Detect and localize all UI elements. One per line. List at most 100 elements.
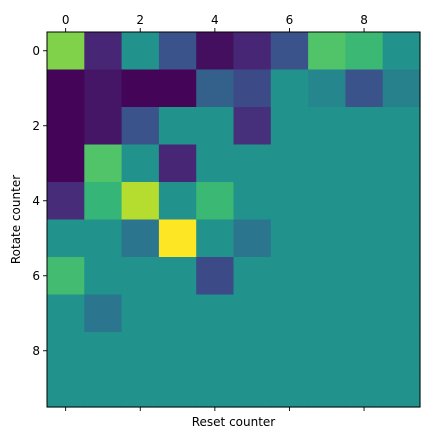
heatmap-cell-3-1 <box>84 144 123 183</box>
heatmap-cell-3-9 <box>382 144 421 183</box>
heatmap-cell-1-6 <box>270 69 309 108</box>
heatmap-cell-3-3 <box>158 144 197 183</box>
heatmap-cell-2-1 <box>84 107 123 146</box>
heatmap-cell-8-6 <box>270 332 309 371</box>
heatmap-cell-6-2 <box>121 257 160 296</box>
y-tick-label-4: 4 <box>32 194 40 208</box>
heatmap-cell-8-8 <box>345 332 384 371</box>
heatmap-cell-8-0 <box>47 332 85 371</box>
heatmap-cell-0-4 <box>196 32 235 71</box>
plot-frame <box>46 31 421 408</box>
heatmap-cell-6-3 <box>158 257 197 296</box>
heatmap-cell-6-4 <box>196 257 235 296</box>
heatmap-cell-6-6 <box>270 257 309 296</box>
heatmap-cell-7-2 <box>121 294 160 333</box>
heatmap-cell-5-3 <box>158 219 197 258</box>
heatmap-cell-2-9 <box>382 107 421 146</box>
heatmap-cell-7-7 <box>308 294 346 333</box>
heatmap-cell-1-8 <box>345 69 384 108</box>
heatmap-cell-6-8 <box>345 257 384 296</box>
heatmap-cells <box>47 32 421 408</box>
heatmap-cell-7-4 <box>196 294 235 333</box>
heatmap-cell-6-7 <box>308 257 346 296</box>
heatmap-cell-3-8 <box>345 144 384 183</box>
heatmap-cell-5-4 <box>196 219 235 258</box>
heatmap-cell-3-5 <box>233 144 272 183</box>
heatmap-cell-0-1 <box>84 32 123 71</box>
axis-ticks: 0 2 4 6 8 0 2 4 6 8 <box>32 13 368 411</box>
heatmap-cell-0-7 <box>308 32 346 71</box>
heatmap-cell-9-5 <box>233 369 272 408</box>
heatmap-cell-3-2 <box>121 144 160 183</box>
heatmap-cell-0-8 <box>345 32 384 71</box>
heatmap-cell-2-2 <box>121 107 160 146</box>
heatmap-cell-4-6 <box>270 182 309 221</box>
heatmap-cell-2-7 <box>308 107 346 146</box>
x-tick-label-6: 6 <box>286 13 294 27</box>
heatmap-cell-9-1 <box>84 369 123 408</box>
heatmap-cell-9-4 <box>196 369 235 408</box>
heatmap-cell-9-8 <box>345 369 384 408</box>
heatmap-cell-3-6 <box>270 144 309 183</box>
heatmap-cell-7-9 <box>382 294 421 333</box>
heatmap-cell-9-3 <box>158 369 197 408</box>
heatmap-cell-1-3 <box>158 69 197 108</box>
heatmap-cell-2-6 <box>270 107 309 146</box>
heatmap-cell-1-1 <box>84 69 123 108</box>
heatmap-cell-6-9 <box>382 257 421 296</box>
heatmap-cell-5-0 <box>47 219 85 258</box>
heatmap-cell-5-6 <box>270 219 309 258</box>
heatmap-cell-4-7 <box>308 182 346 221</box>
heatmap-cell-7-8 <box>345 294 384 333</box>
y-tick-label-8: 8 <box>32 344 40 358</box>
y-axis-label: Rotate counter <box>9 175 23 264</box>
heatmap-cell-4-1 <box>84 182 123 221</box>
heatmap-cell-4-9 <box>382 182 421 221</box>
y-tick-label-2: 2 <box>32 119 40 133</box>
x-axis-label: Reset counter <box>192 415 276 429</box>
heatmap-cell-2-4 <box>196 107 235 146</box>
heatmap-cell-6-1 <box>84 257 123 296</box>
heatmap-cell-2-0 <box>47 107 85 146</box>
heatmap-cell-8-9 <box>382 332 421 371</box>
heatmap-cell-8-5 <box>233 332 272 371</box>
heatmap-cell-3-0 <box>47 144 85 183</box>
heatmap-cell-9-0 <box>47 369 85 408</box>
y-tick-label-0: 0 <box>32 44 40 58</box>
heatmap-cell-8-7 <box>308 332 346 371</box>
heatmap-cell-7-5 <box>233 294 272 333</box>
heatmap-cell-1-9 <box>382 69 421 108</box>
heatmap-cell-4-4 <box>196 182 235 221</box>
x-tick-label-8: 8 <box>360 13 368 27</box>
heatmap-cell-1-5 <box>233 69 272 108</box>
heatmap-cell-4-2 <box>121 182 160 221</box>
heatmap-cell-0-2 <box>121 32 160 71</box>
heatmap-cell-2-8 <box>345 107 384 146</box>
heatmap-cell-5-2 <box>121 219 160 258</box>
heatmap-cell-1-4 <box>196 69 235 108</box>
heatmap-cell-6-5 <box>233 257 272 296</box>
heatmap-cell-0-0 <box>47 32 85 71</box>
x-tick-label-0: 0 <box>62 13 70 27</box>
heatmap-cell-8-3 <box>158 332 197 371</box>
heatmap-cell-3-7 <box>308 144 346 183</box>
heatmap-cell-2-5 <box>233 107 272 146</box>
heatmap-cell-8-4 <box>196 332 235 371</box>
heatmap-cell-6-0 <box>47 257 85 296</box>
heatmap-cell-1-2 <box>121 69 160 108</box>
heatmap-cell-5-8 <box>345 219 384 258</box>
x-tick-label-4: 4 <box>211 13 219 27</box>
heatmap-cell-9-7 <box>308 369 346 408</box>
heatmap-cell-9-2 <box>121 369 160 408</box>
heatmap-cell-2-3 <box>158 107 197 146</box>
heatmap-cell-0-3 <box>158 32 197 71</box>
heatmap-cell-1-0 <box>47 69 85 108</box>
heatmap-cell-8-2 <box>121 332 160 371</box>
heatmap-cell-4-8 <box>345 182 384 221</box>
heatmap-cell-4-5 <box>233 182 272 221</box>
heatmap-cell-0-6 <box>270 32 309 71</box>
heatmap-cell-1-7 <box>308 69 346 108</box>
heatmap-cell-7-6 <box>270 294 309 333</box>
y-tick-label-6: 6 <box>32 269 40 283</box>
